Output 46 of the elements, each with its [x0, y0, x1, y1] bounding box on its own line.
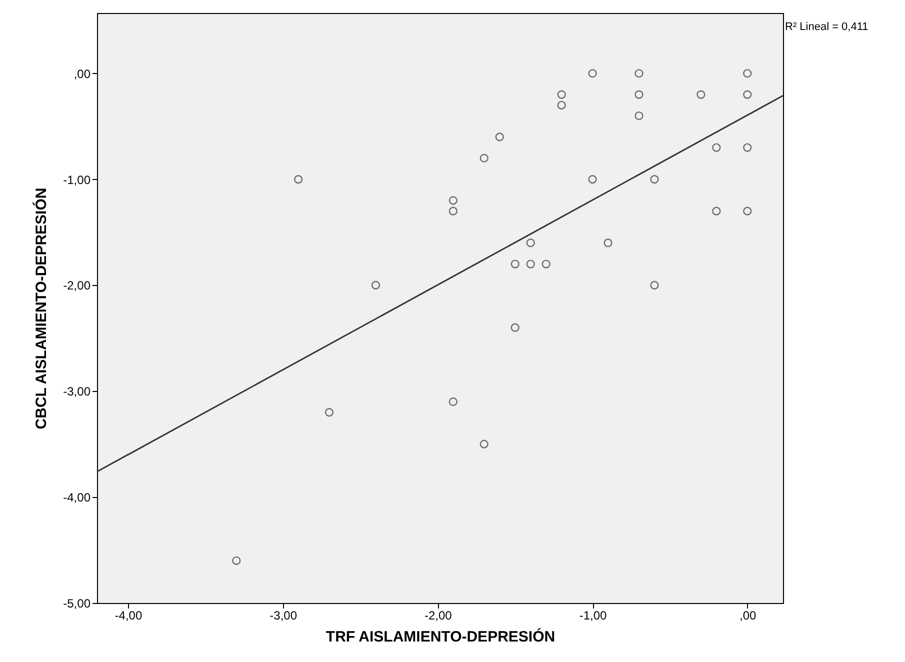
point [743, 69, 752, 78]
point [480, 154, 488, 162]
x-tick-label: -3,00 [270, 608, 298, 622]
point [510, 260, 520, 268]
point [557, 100, 566, 110]
y-tick-label: -3,00 [63, 384, 91, 399]
x-tick-label: -4,00 [114, 608, 142, 622]
point [510, 323, 520, 332]
point [495, 132, 504, 142]
y-tick-label: -5,00 [63, 596, 91, 610]
point [743, 90, 752, 99]
point [588, 69, 597, 78]
point [634, 69, 644, 78]
y-axis-title: CBCL AISLAMIENTO-DEPRESIÓN [32, 188, 50, 430]
point [712, 206, 721, 216]
y-tick-label: -1,00 [63, 172, 91, 187]
x-tick-label: -2,00 [424, 608, 452, 622]
y-tick-label: -2,00 [63, 278, 91, 293]
point [232, 556, 241, 565]
point [294, 175, 303, 184]
point [604, 238, 612, 248]
point [480, 440, 488, 448]
point [324, 408, 334, 417]
point [650, 280, 659, 290]
point [448, 206, 458, 216]
x-tick-label: -1,00 [579, 608, 608, 622]
x-axis-title: TRF AISLAMIENTO-DEPRESIÓN [326, 628, 556, 646]
point [712, 143, 721, 152]
point [448, 397, 458, 406]
point [634, 90, 644, 99]
point [371, 280, 380, 290]
text: R² Lineal = 0,411 [785, 21, 868, 33]
point [743, 206, 752, 216]
y-tick-label: -4,00 [63, 490, 91, 505]
x-tick-label: ,00 [740, 608, 757, 622]
point [526, 238, 535, 248]
y-tick-label: ,00 [74, 66, 91, 81]
point [634, 111, 644, 120]
point [588, 175, 597, 184]
point [557, 90, 566, 99]
point [696, 90, 706, 99]
point [542, 260, 550, 268]
point [650, 175, 659, 184]
point [448, 196, 458, 205]
point [526, 260, 535, 268]
point [743, 143, 752, 152]
